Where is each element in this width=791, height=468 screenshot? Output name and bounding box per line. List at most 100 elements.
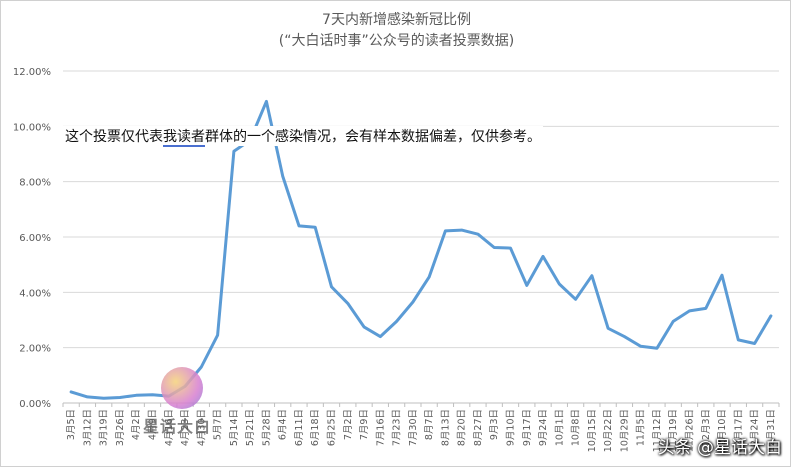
x-tick-label: 7月23日 — [392, 409, 403, 446]
data-point — [606, 327, 610, 330]
y-tick-label: 0.00% — [19, 399, 51, 410]
data-point — [720, 273, 724, 277]
x-tick-label: 10月8日 — [571, 409, 582, 446]
x-tick-label: 4月2日 — [131, 409, 142, 440]
annotation-text-after: 群体的一个感染情况，会有样本数据偏差，仅供参考。 — [205, 129, 541, 145]
data-point — [460, 228, 463, 232]
data-point — [574, 298, 577, 301]
data-point — [135, 394, 138, 397]
x-tick-label: 10月22日 — [603, 409, 614, 452]
x-tick-label: 11月19日 — [668, 409, 679, 452]
data-point — [314, 226, 317, 229]
data-point — [639, 345, 642, 348]
x-tick-label: 12月24日 — [750, 409, 761, 452]
x-tick-label: 8月7日 — [424, 409, 435, 440]
y-tick-label: 12.00% — [13, 67, 51, 78]
data-point — [655, 347, 659, 350]
x-tick-label: 6月4日 — [278, 409, 289, 440]
data-point — [69, 390, 73, 394]
watermark-left: 星话大白 — [143, 417, 212, 436]
data-point — [395, 320, 398, 323]
data-point — [379, 335, 382, 338]
data-point — [265, 100, 268, 103]
watermark-logo-icon — [161, 367, 203, 409]
data-point — [362, 325, 366, 329]
x-tick-label: 4月23日 — [180, 409, 191, 446]
data-point — [590, 274, 594, 277]
x-tick-label: 10月15日 — [587, 409, 598, 452]
data-point — [281, 174, 284, 178]
x-tick-label: 7月16日 — [375, 409, 386, 446]
data-point — [330, 285, 333, 288]
data-point — [86, 395, 89, 399]
x-tick-label: 3月5日 — [66, 409, 77, 440]
x-tick-label: 3月19日 — [99, 409, 110, 446]
data-point — [509, 246, 512, 250]
data-point — [151, 393, 154, 396]
x-tick-label: 10月1日 — [554, 409, 565, 446]
data-point — [444, 229, 447, 233]
x-tick-label: 9月17日 — [522, 409, 533, 446]
x-tick-label: 5月7日 — [213, 409, 224, 440]
x-tick-label: 8月20日 — [457, 409, 468, 446]
x-tick-label: 12月31日 — [766, 409, 777, 452]
data-point — [672, 320, 675, 323]
data-point — [102, 397, 105, 400]
data-point — [704, 307, 707, 310]
data-point — [623, 335, 626, 338]
data-point — [737, 338, 740, 342]
x-tick-label: 12月17日 — [733, 409, 744, 452]
x-tick-label: 5月14日 — [229, 409, 240, 446]
x-tick-label: 9月24日 — [538, 409, 549, 446]
data-point — [476, 233, 480, 236]
y-tick-label: 6.00% — [19, 233, 51, 244]
x-tick-label: 7月9日 — [359, 409, 370, 440]
data-point — [346, 302, 349, 305]
x-tick-label: 6月25日 — [327, 409, 338, 446]
chart-subtitle: (“大白话时事”公众号的读者投票数据) — [278, 33, 515, 49]
x-tick-label: 11月5日 — [636, 409, 647, 446]
x-tick-label: 12月10日 — [717, 409, 728, 452]
y-tick-label: 4.00% — [19, 288, 51, 299]
x-tick-label: 7月2日 — [343, 409, 354, 440]
x-tick-label: 5月28日 — [261, 409, 272, 446]
x-tick-label: 11月26日 — [685, 409, 696, 452]
x-tick-label: 9月10日 — [506, 409, 517, 446]
data-point — [525, 284, 528, 287]
data-point — [216, 334, 219, 337]
data-point — [232, 150, 236, 153]
x-tick-label: 6月18日 — [310, 409, 321, 446]
x-tick-label: 9月3日 — [489, 409, 500, 440]
x-tick-label: 8月27日 — [473, 409, 484, 446]
watermark-right: 头条 @星话大白 — [657, 438, 782, 458]
x-tick-label: 11月12日 — [652, 409, 663, 452]
annotation-text-before: 这个投票仅代表 — [65, 129, 163, 145]
annotation-note: 这个投票仅代表我读者群体的一个感染情况，会有样本数据偏差，仅供参考。 — [63, 126, 543, 147]
data-point — [688, 309, 691, 313]
y-tick-label: 2.00% — [19, 344, 51, 355]
chart-title: 7天内新增感染新冠比例 — [322, 12, 471, 28]
x-tick-label: 7月30日 — [408, 409, 419, 446]
data-point — [427, 275, 431, 279]
data-point — [200, 365, 203, 369]
annotation-text-underlined: 我读者 — [163, 129, 205, 147]
data-point — [541, 255, 545, 258]
x-tick-label: 4月16日 — [164, 409, 175, 446]
x-tick-label: 3月26日 — [115, 409, 126, 446]
data-point — [493, 246, 496, 249]
data-point — [297, 224, 301, 228]
x-tick-label: 8月13日 — [440, 409, 451, 446]
x-tick-label: 5月21日 — [245, 409, 256, 446]
x-tick-label: 4月30日 — [196, 409, 207, 446]
y-tick-label: 10.00% — [13, 122, 51, 133]
data-point — [411, 300, 415, 304]
data-point — [118, 396, 122, 399]
y-tick-label: 8.00% — [19, 178, 51, 189]
x-tick-label: 4月9日 — [148, 409, 159, 440]
x-tick-label: 3月12日 — [82, 409, 93, 446]
data-point — [753, 342, 756, 345]
data-point — [769, 314, 773, 318]
x-tick-label: 10月29日 — [619, 409, 630, 452]
